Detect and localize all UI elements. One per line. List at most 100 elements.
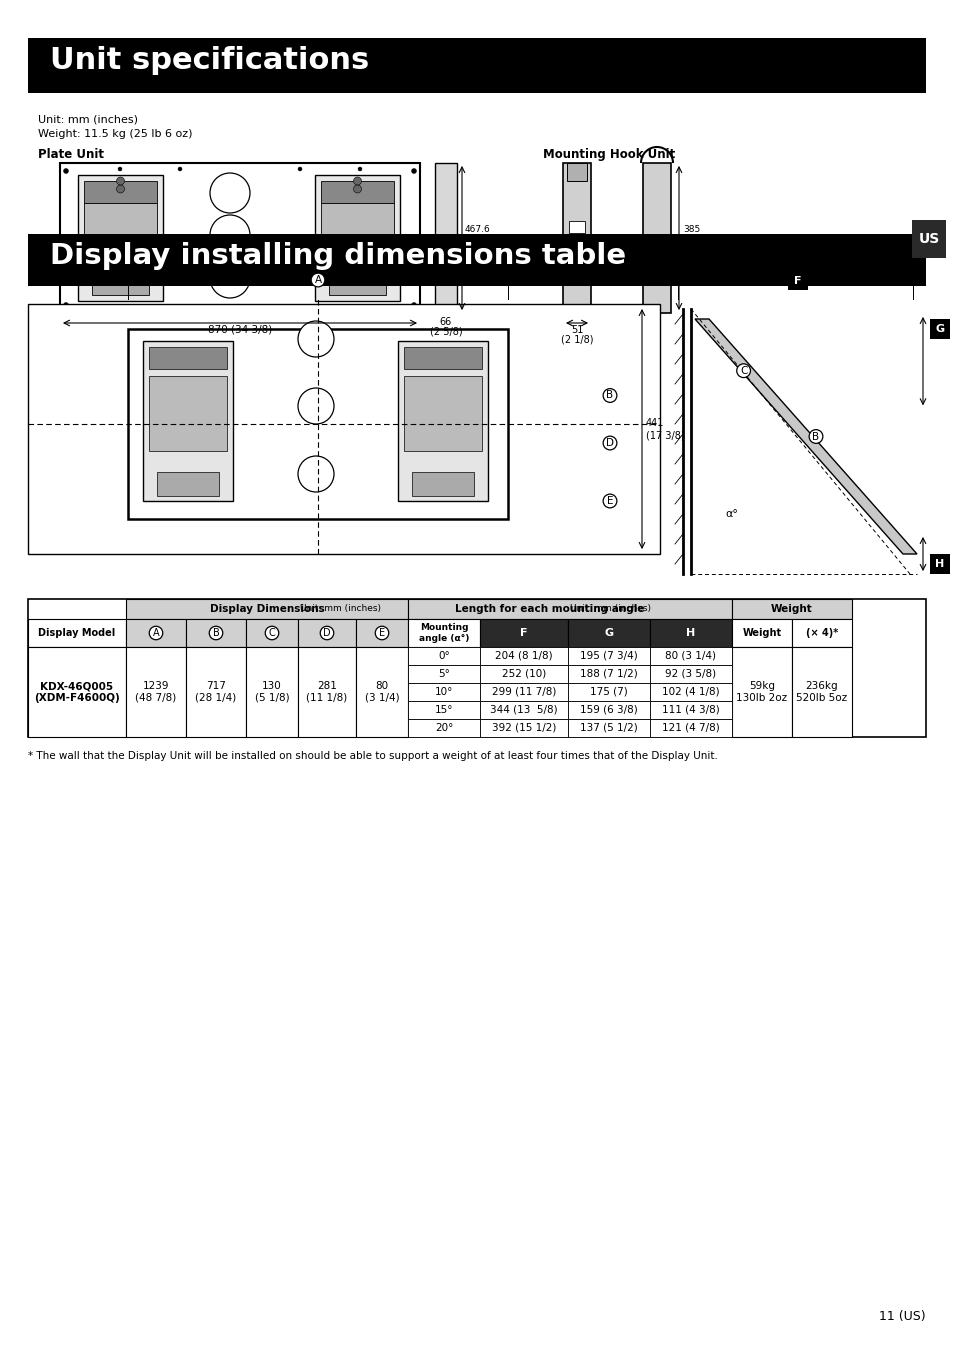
Text: 236kg
520lb 5oz: 236kg 520lb 5oz: [796, 681, 846, 703]
Bar: [567, 684, 649, 701]
Circle shape: [118, 305, 122, 309]
Text: F: F: [794, 276, 801, 286]
Bar: [731, 619, 791, 647]
Text: (× 4)*: (× 4)*: [805, 628, 838, 638]
Text: Unit: mm (inches): Unit: mm (inches): [38, 115, 138, 126]
Bar: [143, 340, 233, 501]
Text: 59kg
130lb 2oz: 59kg 130lb 2oz: [736, 681, 787, 703]
Bar: [128, 330, 507, 519]
Bar: [91, 276, 149, 295]
Text: F: F: [519, 628, 527, 638]
Circle shape: [297, 457, 334, 492]
Bar: [408, 619, 479, 647]
Text: 102 (4 1/8): 102 (4 1/8): [661, 688, 720, 697]
Bar: [126, 619, 186, 647]
Text: (2 5/8): (2 5/8): [429, 327, 462, 336]
Bar: [566, 163, 586, 181]
Circle shape: [357, 305, 361, 309]
Text: 467.6: 467.6: [464, 226, 490, 235]
Bar: [479, 719, 567, 738]
Text: 5°: 5°: [437, 669, 450, 680]
Text: Mounting
angle (α°): Mounting angle (α°): [418, 623, 469, 643]
Text: (18 1/2): (18 1/2): [464, 238, 500, 246]
Bar: [787, 272, 807, 290]
Text: D: D: [605, 438, 614, 449]
Circle shape: [411, 303, 416, 308]
Text: 252 (10): 252 (10): [501, 669, 545, 680]
Circle shape: [178, 168, 182, 172]
Bar: [562, 163, 590, 313]
Text: 20°: 20°: [435, 723, 453, 734]
Bar: [567, 719, 649, 738]
Bar: [186, 619, 246, 647]
Text: Plate Unit: Plate Unit: [38, 149, 104, 161]
Bar: [408, 598, 731, 619]
Text: H: H: [934, 559, 943, 569]
Text: 15°: 15°: [435, 705, 453, 715]
Text: Length for each mounting angle: Length for each mounting angle: [455, 604, 644, 613]
Bar: [479, 684, 567, 701]
Text: C: C: [740, 366, 746, 376]
Bar: [929, 554, 949, 574]
Text: B: B: [213, 628, 219, 638]
Text: * The wall that the Display Unit will be installed on should be able to support : * The wall that the Display Unit will be…: [28, 751, 717, 761]
Bar: [568, 246, 584, 258]
Text: (17 3/8): (17 3/8): [645, 430, 684, 440]
Text: C: C: [269, 628, 275, 638]
Bar: [649, 719, 731, 738]
Bar: [297, 647, 355, 738]
Text: 80 (3 1/4): 80 (3 1/4): [665, 651, 716, 661]
Bar: [157, 471, 219, 496]
Text: Display Model: Display Model: [38, 628, 115, 638]
Polygon shape: [695, 319, 916, 554]
Text: 204 (8 1/8): 204 (8 1/8): [495, 651, 552, 661]
Text: G: G: [604, 628, 613, 638]
Bar: [149, 376, 227, 451]
Bar: [126, 598, 408, 619]
Text: 385: 385: [682, 226, 700, 235]
Bar: [28, 598, 925, 738]
Circle shape: [354, 185, 361, 193]
Text: Unit: mm (inches): Unit: mm (inches): [299, 604, 380, 613]
Circle shape: [118, 168, 122, 172]
Text: 717
(28 1/4): 717 (28 1/4): [195, 681, 236, 703]
Text: 80
(3 1/4): 80 (3 1/4): [364, 681, 399, 703]
Circle shape: [297, 322, 334, 357]
Text: 92 (3 5/8): 92 (3 5/8): [665, 669, 716, 680]
Text: α°: α°: [724, 509, 737, 519]
Text: 299 (11 7/8): 299 (11 7/8): [492, 688, 556, 697]
Bar: [911, 220, 945, 258]
Bar: [28, 234, 925, 286]
Bar: [479, 619, 567, 647]
Bar: [435, 163, 456, 313]
Bar: [355, 619, 408, 647]
Text: Unit specifications: Unit specifications: [50, 46, 369, 76]
Bar: [408, 701, 479, 719]
Bar: [28, 647, 126, 738]
Circle shape: [210, 258, 250, 299]
Text: 344 (13  5/8): 344 (13 5/8): [490, 705, 558, 715]
Text: 392 (15 1/2): 392 (15 1/2): [492, 723, 556, 734]
Bar: [479, 701, 567, 719]
Bar: [355, 647, 408, 738]
Text: 0°: 0°: [437, 651, 450, 661]
Text: 111 (4 3/8): 111 (4 3/8): [661, 705, 720, 715]
Bar: [412, 471, 474, 496]
Text: Weight: Weight: [741, 628, 781, 638]
Bar: [731, 598, 851, 619]
Text: 159 (6 3/8): 159 (6 3/8): [579, 705, 638, 715]
Circle shape: [297, 168, 302, 172]
Text: 11 (US): 11 (US): [879, 1310, 925, 1323]
Text: US: US: [918, 232, 939, 246]
Bar: [568, 222, 584, 232]
Circle shape: [357, 168, 361, 172]
Text: H: H: [685, 628, 695, 638]
Text: B: B: [812, 431, 819, 442]
Bar: [408, 647, 479, 665]
Circle shape: [64, 169, 69, 173]
Bar: [60, 163, 419, 313]
Text: A: A: [314, 276, 321, 285]
Text: 281
(11 1/8): 281 (11 1/8): [306, 681, 347, 703]
Bar: [28, 619, 126, 647]
Bar: [479, 665, 567, 684]
